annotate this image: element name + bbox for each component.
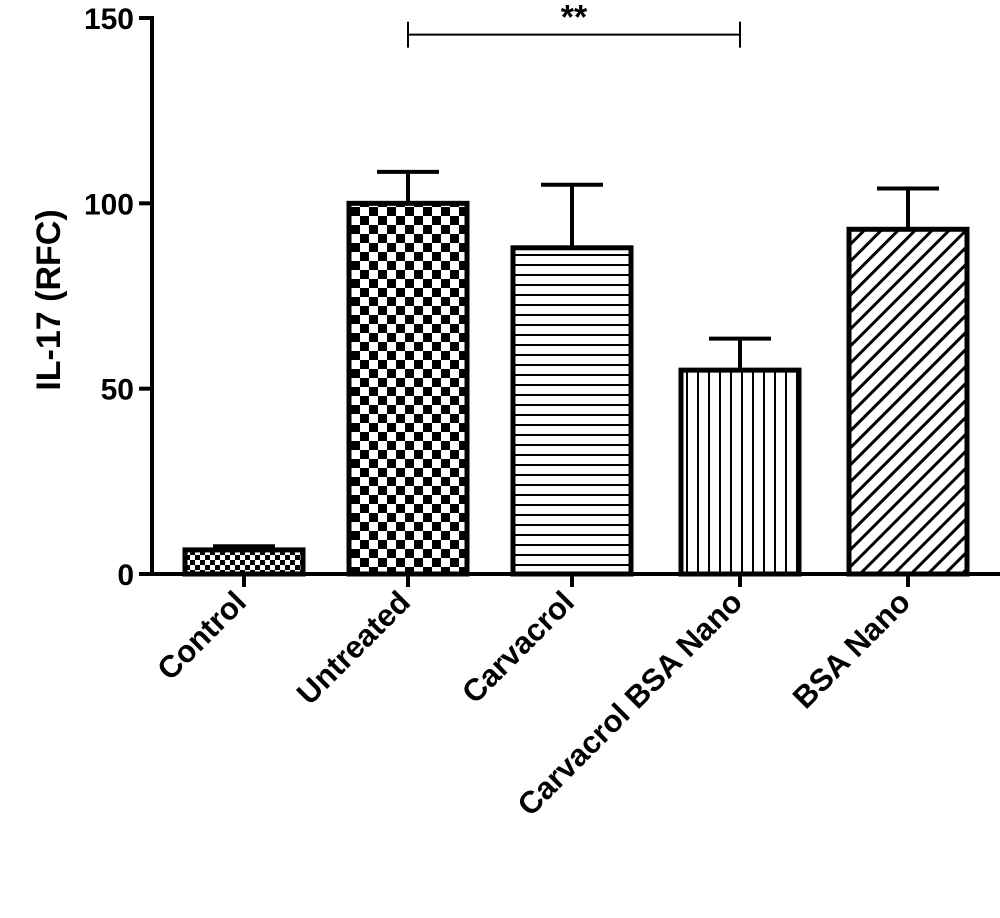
y-ticks: 0 50 100 150	[84, 3, 152, 592]
bars	[182, 200, 970, 577]
y-axis-label: IL-17 (RFC)	[30, 209, 68, 390]
y-tick-label: 150	[84, 3, 134, 36]
y-tick-label: 50	[101, 374, 134, 407]
bar-bsa-nano	[846, 226, 970, 577]
bar-control	[182, 547, 306, 577]
y-tick-label: 0	[117, 559, 134, 592]
error-bars	[213, 169, 939, 550]
significance-bracket: **	[407, 0, 741, 48]
x-tick-label: Control	[150, 584, 253, 687]
x-tick-label: Untreated	[290, 584, 417, 711]
bar-carvacrol	[510, 245, 634, 577]
significance-label: **	[561, 0, 588, 37]
bar-carvacrol-bsa-nano	[678, 367, 802, 577]
bar-untreated	[346, 200, 470, 577]
y-tick-label: 100	[84, 188, 134, 221]
x-tick-label: Carvacrol	[455, 584, 581, 710]
x-tick-label: BSA Nano	[786, 584, 917, 715]
